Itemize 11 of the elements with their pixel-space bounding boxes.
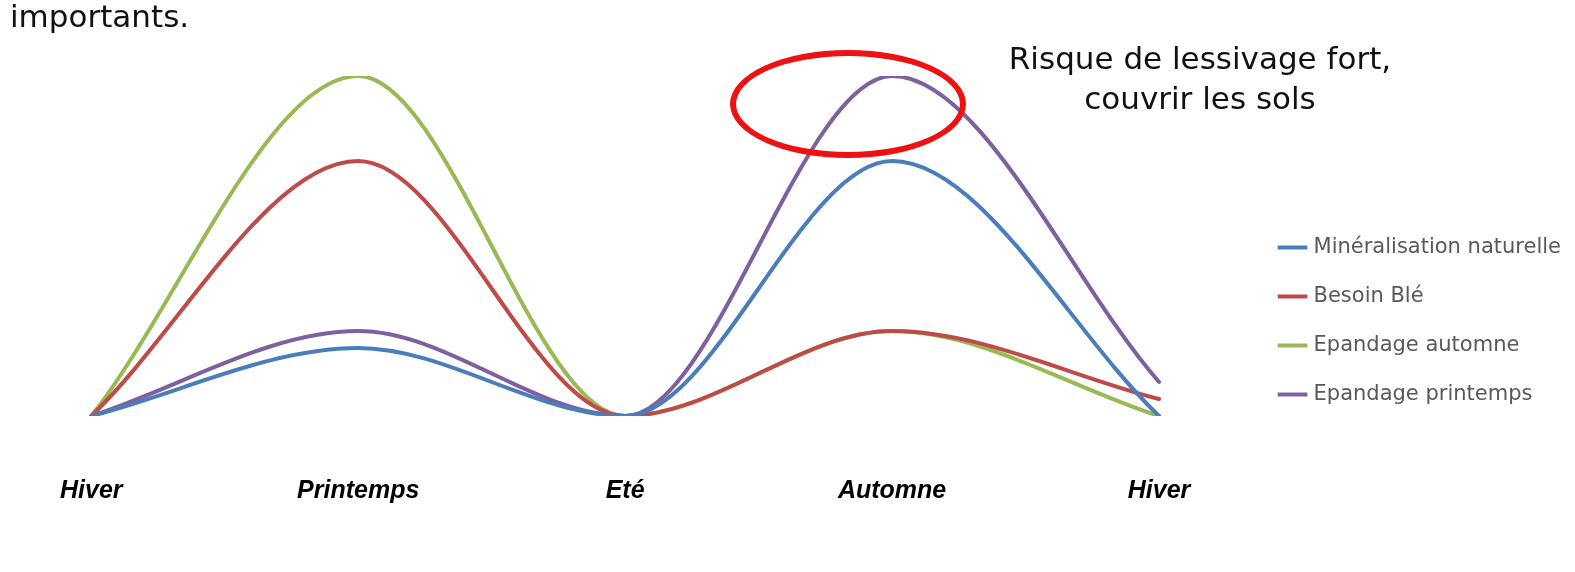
x-tick-label: Hiver xyxy=(1127,474,1192,503)
annotation: Risque de lessivage fort, couvrir les sols xyxy=(1007,39,1393,119)
x-tick-label: Hiver xyxy=(59,474,124,503)
legend-label: Besoin Blé xyxy=(1313,282,1424,307)
x-tick-label: Automne xyxy=(836,474,947,503)
x-tick-label: Printemps xyxy=(297,474,420,503)
text: importants. xyxy=(10,0,190,36)
legend-label: Epandage automne xyxy=(1313,331,1520,356)
legend-label: Epandage printemps xyxy=(1313,380,1533,405)
legend-label: Minéralisation naturelle xyxy=(1313,233,1561,258)
x-tick-label: Eté xyxy=(605,474,645,503)
